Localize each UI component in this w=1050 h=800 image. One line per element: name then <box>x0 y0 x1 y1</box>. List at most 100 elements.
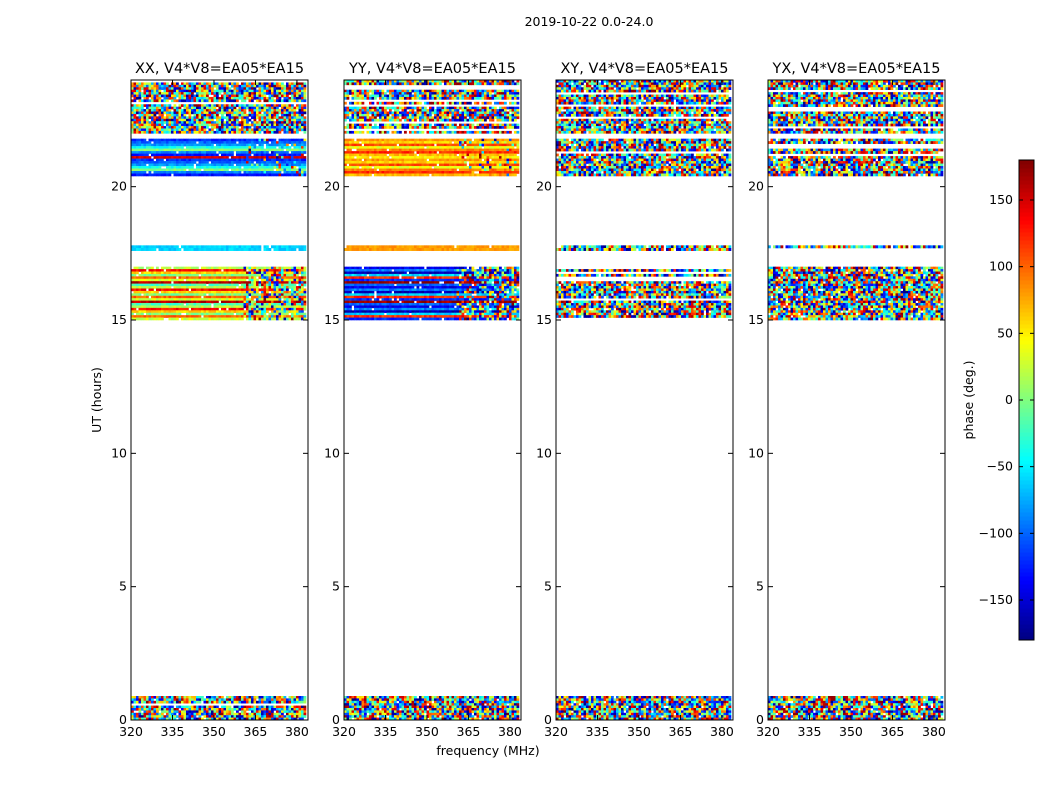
heatmap-cell <box>471 705 475 709</box>
heatmap-cell <box>173 123 177 127</box>
heatmap-cell <box>213 153 217 157</box>
heatmap-cell <box>211 698 214 702</box>
heatmap-cell <box>203 295 207 299</box>
heatmap-cell <box>146 273 149 277</box>
heatmap-cell <box>186 130 189 134</box>
heatmap-cell <box>283 111 287 115</box>
heatmap-cell <box>156 106 159 110</box>
heatmap-cell <box>138 307 142 311</box>
heatmap-cell <box>298 283 302 287</box>
heatmap-cell <box>301 148 304 152</box>
heatmap-cell <box>233 305 237 309</box>
heatmap-cell <box>146 248 149 251</box>
heatmap-cell <box>193 717 197 721</box>
heatmap-cell <box>251 104 254 107</box>
heatmap-cell <box>268 286 272 289</box>
heatmap-cell <box>198 300 202 304</box>
heatmap-cell <box>216 708 219 711</box>
heatmap-cell <box>271 128 274 132</box>
heatmap-cell <box>201 276 204 280</box>
heatmap-cell <box>283 310 287 314</box>
heatmap-cell <box>276 269 279 272</box>
heatmap-cell <box>223 266 227 270</box>
heatmap-cell <box>181 109 184 112</box>
heatmap-cell <box>246 715 249 718</box>
heatmap-cell <box>281 168 284 172</box>
heatmap-cell <box>251 94 254 98</box>
heatmap-cell <box>253 126 257 129</box>
heatmap-cell <box>231 84 234 88</box>
heatmap-cell <box>218 293 222 297</box>
heatmap-cell <box>213 717 217 721</box>
heatmap-cell <box>223 151 227 154</box>
heatmap-cell <box>156 130 159 134</box>
heatmap-cell <box>221 266 224 270</box>
heatmap-cell <box>186 698 189 702</box>
heatmap-cell <box>163 171 167 174</box>
heatmap-cell <box>171 317 174 321</box>
heatmap-cell <box>293 99 297 103</box>
heatmap-cell <box>221 696 224 699</box>
heatmap-cell <box>261 705 264 709</box>
heatmap-cell <box>361 700 365 704</box>
heatmap-cell <box>231 89 234 93</box>
heatmap-cell <box>188 303 192 306</box>
heatmap-cell <box>479 696 482 699</box>
heatmap-cell <box>253 281 257 284</box>
heatmap-cell <box>271 148 274 152</box>
heatmap-cell <box>351 698 355 702</box>
heatmap-cell <box>291 281 294 284</box>
heatmap-cell <box>273 271 277 275</box>
heatmap-cell <box>186 710 189 714</box>
heatmap-cell <box>504 696 507 699</box>
heatmap-cell <box>141 317 144 321</box>
heatmap-cell <box>268 281 272 284</box>
heatmap-cell <box>283 278 287 282</box>
heatmap-cell <box>178 276 182 280</box>
heatmap-cell <box>296 266 299 270</box>
heatmap-cell <box>296 130 299 134</box>
heatmap-cell <box>148 317 152 321</box>
heatmap-cell <box>276 310 279 314</box>
heatmap-cell <box>241 130 244 134</box>
heatmap-cell <box>271 96 274 100</box>
heatmap-cell <box>293 128 297 132</box>
heatmap-cell <box>228 166 232 169</box>
heatmap-cell <box>198 171 202 174</box>
heatmap-cell <box>273 151 277 154</box>
heatmap-cell <box>218 700 222 704</box>
heatmap-cell <box>208 141 212 144</box>
heatmap-cell <box>243 156 247 159</box>
heatmap-cell <box>193 113 197 117</box>
heatmap-cell <box>148 130 152 134</box>
heatmap-cell <box>236 278 239 282</box>
heatmap-cell <box>161 99 164 103</box>
heatmap-cell <box>228 109 232 112</box>
heatmap-cell <box>201 130 204 134</box>
heatmap-cell <box>286 310 289 314</box>
heatmap-cell <box>261 156 264 159</box>
heatmap-cell <box>278 315 282 318</box>
heatmap-cell <box>178 89 182 93</box>
heatmap-cell <box>248 87 252 90</box>
heatmap-cell <box>206 305 209 309</box>
heatmap-cell <box>138 315 142 318</box>
heatmap-cell <box>268 111 272 115</box>
heatmap-cell <box>193 286 197 289</box>
heatmap-cell <box>253 111 257 115</box>
heatmap-cell <box>381 708 385 711</box>
heatmap-cell <box>176 153 179 157</box>
heatmap-cell <box>166 128 169 132</box>
heatmap-cell <box>233 116 237 120</box>
heatmap-cell <box>178 161 182 164</box>
heatmap-cell <box>283 307 287 311</box>
heatmap-cell <box>136 317 139 321</box>
heatmap-cell <box>261 269 264 272</box>
heatmap-cell <box>151 96 154 100</box>
heatmap-cell <box>223 92 227 95</box>
heatmap-cell <box>158 303 162 306</box>
heatmap-cell <box>236 271 239 275</box>
heatmap-cell <box>301 92 304 95</box>
heatmap-cell <box>178 113 182 117</box>
heatmap-cell <box>268 116 272 120</box>
